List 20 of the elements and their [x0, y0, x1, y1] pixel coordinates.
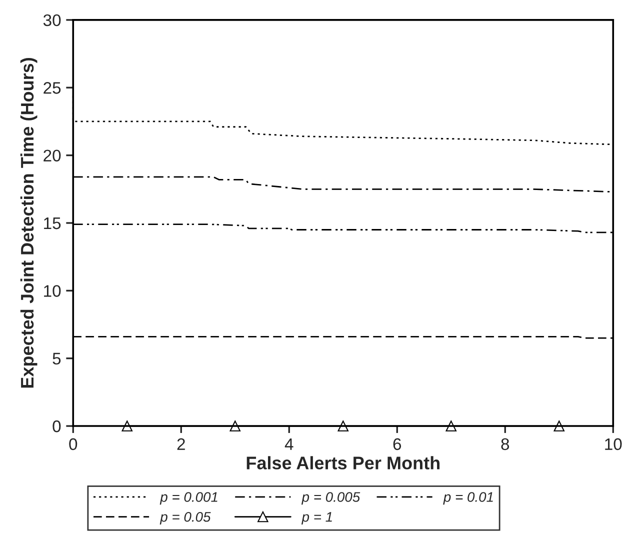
legend-label: p = 0.01 [443, 492, 493, 505]
legend-label: p = 0.005 [301, 492, 360, 505]
legend-label: p = 0.001 [160, 492, 218, 505]
y-tick-label: 30 [43, 14, 61, 26]
legend-label: p = 1 [301, 512, 332, 525]
legend-label: p = 0.05 [160, 512, 211, 525]
x-tick-label: 10 [605, 438, 622, 450]
x-tick-label: 4 [284, 438, 294, 450]
x-axis-title: False Alerts Per Month [246, 456, 440, 470]
x-tick-label: 2 [177, 438, 185, 450]
x-tick-label: 6 [393, 438, 402, 450]
x-tick-label: 0 [69, 438, 78, 450]
y-tick-label: 20 [44, 150, 61, 162]
y-tick-label: 10 [44, 285, 61, 297]
x-tick-label: 8 [501, 438, 510, 450]
y-tick-label: 0 [52, 420, 61, 432]
y-tick-label: 5 [52, 352, 61, 365]
y-tick-label: 25 [44, 82, 61, 94]
y-axis-title: Expected Joint Detection Time (Hours) [20, 58, 38, 388]
y-tick-label: 15 [44, 218, 61, 230]
